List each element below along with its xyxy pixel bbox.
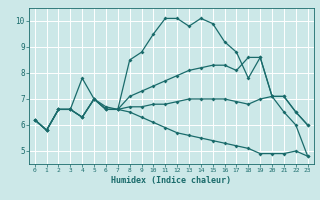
X-axis label: Humidex (Indice chaleur): Humidex (Indice chaleur) xyxy=(111,176,231,185)
